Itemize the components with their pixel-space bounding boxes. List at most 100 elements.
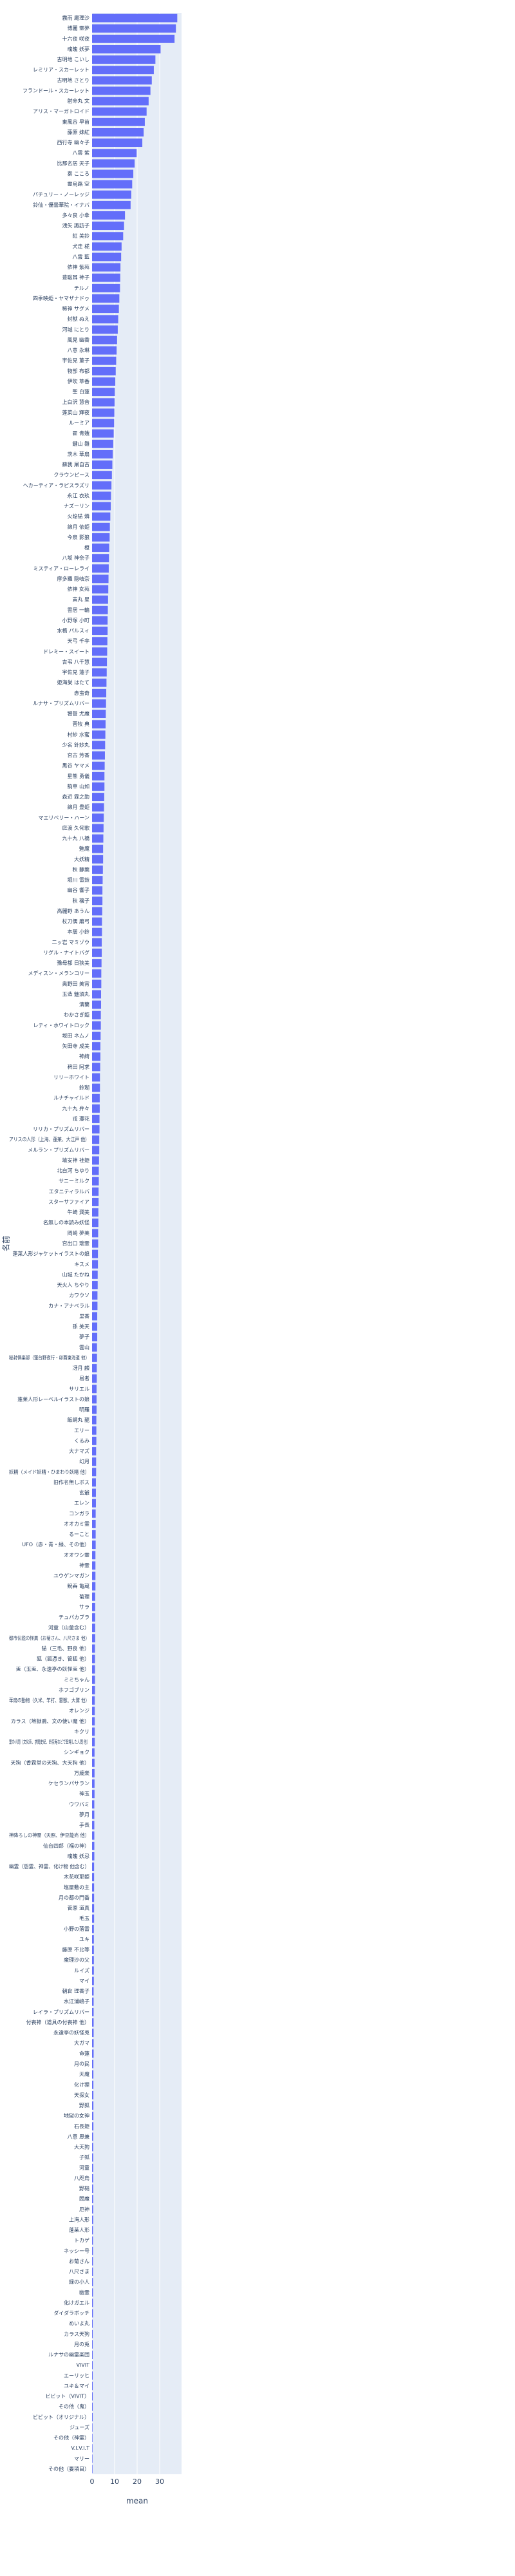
y-tick-label: 戎 瓔花	[72, 1115, 89, 1122]
y-tick-label: ジューズ	[70, 2424, 89, 2430]
y-tick-label: 堀川 雷鼓	[67, 876, 89, 883]
bar	[92, 1509, 96, 1518]
bar	[92, 1551, 96, 1560]
bar	[92, 1115, 100, 1123]
y-tick-label: 河城 にとり	[62, 326, 89, 332]
y-tick-label: ネッシー号	[64, 2248, 89, 2254]
bar	[92, 1602, 95, 1611]
bar	[92, 429, 114, 438]
y-tick-label: ユウゲンマガン	[53, 1573, 89, 1579]
y-tick-label: 博麗 霊夢	[67, 25, 89, 32]
bar	[92, 1519, 96, 1528]
y-tick-label: 豫母都 日狭美	[57, 960, 89, 966]
y-tick-label: 鈴瑚	[79, 1084, 89, 1091]
bar	[92, 66, 154, 75]
y-tick-label: 魔理沙の父	[64, 1956, 89, 1963]
y-tick-label: 蓬莱山 輝夜	[62, 409, 89, 415]
y-tick-label: 魅魔	[79, 846, 89, 852]
y-tick-label: カナ・アナベラル	[48, 1303, 89, 1309]
bar	[92, 1468, 97, 1477]
bar	[92, 2329, 93, 2338]
y-tick-label: 鍵山 雛	[72, 440, 89, 447]
bar	[92, 980, 102, 989]
bar	[92, 419, 115, 428]
bar	[92, 1426, 97, 1435]
y-tick-label: 明羅	[79, 1407, 89, 1413]
bar	[92, 699, 106, 708]
y-tick-label: 石長姫	[74, 2123, 89, 2129]
bar	[92, 1135, 100, 1144]
y-tick-label: ユキ	[79, 1937, 89, 1942]
bar	[92, 1083, 100, 1092]
y-tick-label: 緑の小人	[69, 2278, 89, 2285]
bar	[92, 1332, 98, 1341]
y-tick-label: エレン	[74, 1501, 89, 1506]
bar	[92, 336, 117, 345]
bar	[92, 2163, 93, 2172]
bar	[92, 1613, 95, 1622]
bar	[92, 159, 135, 168]
bar	[92, 616, 108, 625]
y-tick-label: 西行寺 幽々子	[57, 139, 89, 146]
y-tick-label: 河童	[79, 2164, 89, 2171]
bar	[92, 2278, 93, 2287]
bar	[92, 1540, 96, 1549]
y-tick-label: 雲居 一輪	[67, 607, 89, 613]
y-tick-label: 命蓮	[79, 2050, 89, 2056]
bar	[92, 1852, 95, 1861]
y-tick-label: 蓬莱人形	[69, 2227, 89, 2233]
bar	[92, 668, 107, 677]
bar	[92, 1042, 100, 1051]
x-axis-title: mean	[126, 2497, 148, 2506]
bar	[92, 2174, 93, 2183]
bar	[92, 1769, 95, 1777]
y-tick-label: 稗田 阿求	[67, 1063, 89, 1070]
x-tick-label: 0	[90, 2477, 95, 2486]
bar	[92, 886, 103, 895]
bar	[92, 1707, 95, 1716]
bar	[92, 990, 102, 999]
bar	[92, 710, 106, 718]
bar	[92, 1364, 97, 1372]
bar	[92, 1385, 97, 1394]
y-tick-label: レティ・ホワイトロック	[33, 1023, 89, 1028]
y-tick-label: フランドール・スカーレット	[23, 88, 89, 93]
y-tick-label: 子狐	[79, 2154, 89, 2161]
bar	[92, 2090, 94, 2099]
bar	[92, 2018, 94, 2027]
y-tick-label: 八意 永琳	[67, 347, 89, 354]
y-tick-label: 少名 針妙丸	[62, 741, 89, 748]
bar	[92, 1966, 94, 1975]
bar	[92, 1592, 95, 1601]
bar	[92, 585, 109, 594]
bar	[92, 2257, 93, 2266]
bar	[92, 1229, 98, 1238]
y-axis-title: 名前	[1, 1236, 11, 1251]
y-tick-label: 宇佐見 菫子	[62, 357, 89, 364]
bar	[92, 1893, 95, 1902]
bar	[92, 2340, 93, 2349]
y-tick-label: 寅丸 星	[72, 596, 89, 603]
y-tick-label: 上海人形	[69, 2216, 89, 2222]
y-tick-label: 霍 青娥	[72, 430, 89, 437]
y-tick-label: 幻月	[79, 1458, 89, 1464]
bar	[92, 366, 116, 375]
y-tick-label: 水橋 パルスィ	[57, 627, 89, 634]
bar	[92, 2371, 93, 2380]
bar	[92, 222, 124, 231]
bar	[92, 1810, 95, 1819]
bar	[92, 44, 161, 53]
bar	[92, 1873, 95, 1882]
y-tick-label: その他（要項目）	[48, 2465, 89, 2472]
y-tick-label: 依神 紫苑	[67, 264, 89, 270]
y-tick-label: 化け狸	[74, 2081, 89, 2088]
bar	[92, 844, 104, 853]
bar	[92, 1488, 96, 1497]
y-tick-label: ミスティア・ローレライ	[33, 565, 89, 571]
x-tick-label: 10	[110, 2477, 119, 2486]
y-tick-label: 天探女	[74, 2092, 89, 2098]
x-tick-label: 30	[155, 2477, 164, 2486]
y-tick-label: ルナサ・プリズムリバー	[33, 700, 89, 706]
bar	[92, 1987, 94, 1996]
y-tick-label: 豊聡耳 神子	[62, 274, 89, 281]
